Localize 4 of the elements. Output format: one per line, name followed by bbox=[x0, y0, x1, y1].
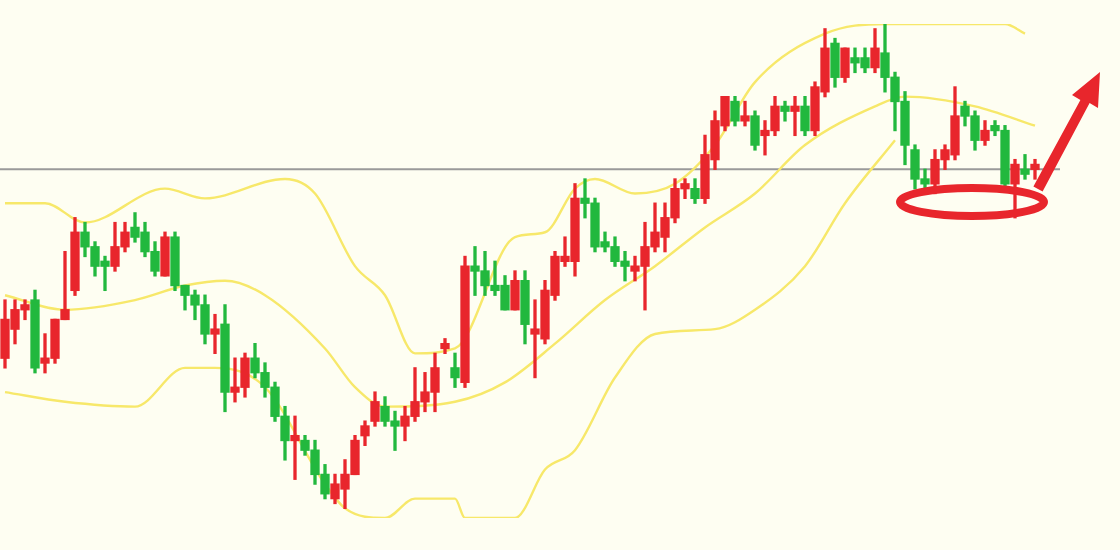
candlestick bbox=[290, 415, 300, 480]
candlestick bbox=[790, 95, 800, 137]
candlestick bbox=[1020, 154, 1030, 180]
candlestick bbox=[210, 313, 220, 354]
